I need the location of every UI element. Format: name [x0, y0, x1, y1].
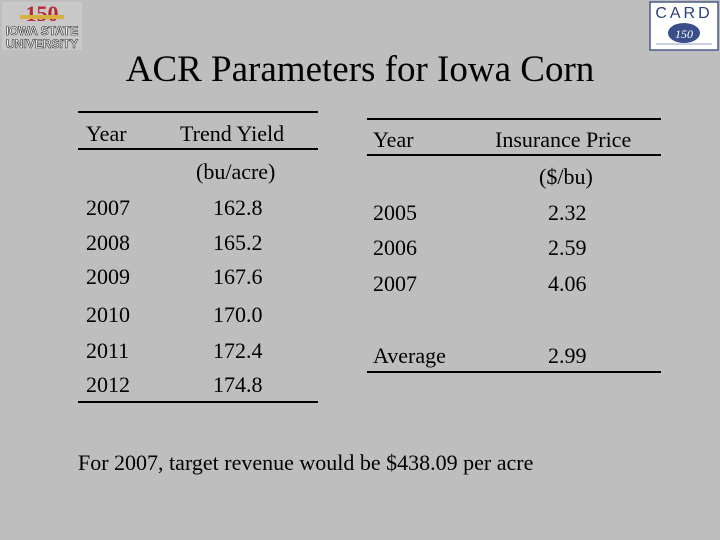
yield-table-bottom-rule — [78, 401, 318, 403]
yield-row-year: 2009 — [86, 264, 130, 289]
yield-row-year: 2007 — [86, 195, 130, 220]
price-header-unit: ($/bu) — [539, 164, 593, 189]
yield-header-unit: (bu/acre) — [196, 159, 276, 184]
yield-row-value: 167.6 — [213, 264, 263, 289]
price-row-year: 2006 — [373, 235, 417, 260]
yield-row-year: 2008 — [86, 230, 130, 255]
yield-row-value: 162.8 — [213, 195, 263, 220]
yield-row-value: 172.4 — [213, 338, 263, 363]
price-row-value: 4.06 — [548, 271, 587, 296]
card-logo-text: CARD — [655, 5, 712, 22]
iowa-state-logo: 150 IOWA STATE UNIVERSITY — [2, 1, 82, 51]
yield-row-value: 174.8 — [213, 372, 263, 397]
price-row-year: 2007 — [373, 271, 417, 296]
yield-header-year: Year — [86, 121, 127, 146]
card-logo-badge: 150 — [675, 27, 693, 41]
price-row-year: 2005 — [373, 200, 417, 225]
yield-table-header-rule — [78, 148, 318, 150]
price-average-label: Average — [373, 343, 446, 368]
price-row-value: 2.32 — [548, 200, 587, 225]
yield-row-year: 2010 — [86, 302, 130, 327]
yield-row-value: 170.0 — [213, 302, 263, 327]
target-revenue-note: For 2007, target revenue would be $438.0… — [78, 450, 534, 475]
card-logo-graphic: CARD 150 — [649, 1, 719, 51]
price-row-value: 2.59 — [548, 235, 587, 260]
yield-header-trend: Trend Yield — [180, 121, 285, 146]
logo-line2-text: UNIVERSITY — [6, 37, 78, 50]
yield-row-value: 165.2 — [213, 230, 263, 255]
price-table-top-rule — [367, 118, 661, 120]
price-header-price: Insurance Price — [495, 127, 632, 152]
price-average-value: 2.99 — [548, 343, 587, 368]
yield-row-year: 2011 — [86, 338, 130, 363]
card-logo: CARD 150 — [648, 0, 720, 52]
logo-badge-text: 150 — [26, 2, 59, 26]
yield-table-top-rule — [78, 111, 318, 113]
slide-title: ACR Parameters for Iowa Corn — [125, 49, 595, 90]
iowa-state-logo-graphic: 150 IOWA STATE UNIVERSITY — [2, 1, 82, 51]
yield-row-year: 2012 — [86, 372, 130, 397]
price-table-bottom-rule — [367, 371, 661, 373]
price-table-header-rule — [367, 154, 661, 156]
price-header-year: Year — [373, 127, 414, 152]
logo-line1-text: IOWA STATE — [6, 24, 78, 38]
